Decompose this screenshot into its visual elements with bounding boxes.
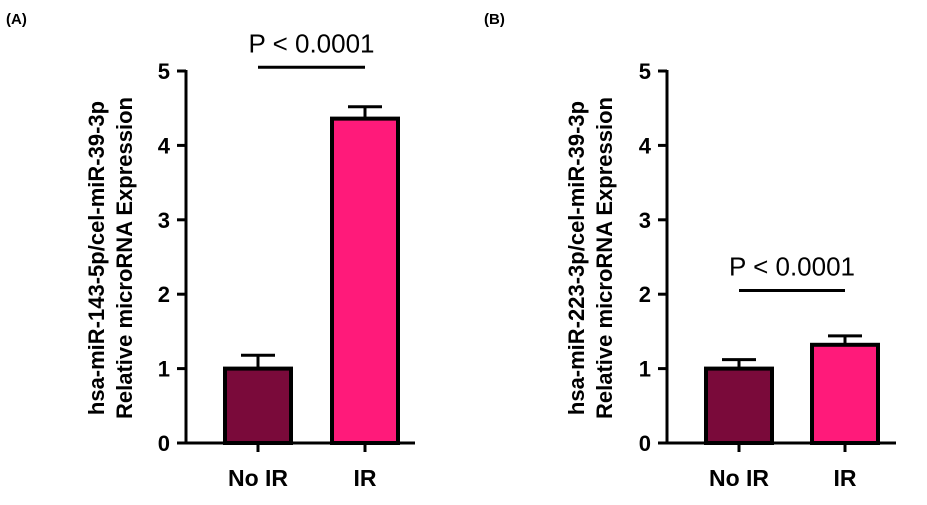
panel-a-label: (A) — [6, 11, 27, 28]
panel-a-y-tick-label-5: 5 — [158, 59, 170, 84]
panel-b-p-value-label: P < 0.0001 — [729, 251, 855, 281]
panel-b-y-tick-label-4: 4 — [639, 133, 652, 158]
panel-b-y-axis-title-line-1: hsa-miR-223-3p/cel-miR-39-3p — [564, 101, 589, 415]
panel-a-p-value-label: P < 0.0001 — [248, 28, 374, 58]
panel-a-y-tick-label-1: 1 — [158, 357, 170, 382]
panel-b-y-tick-label-0: 0 — [639, 431, 651, 456]
panel-a: (A) hsa-miR-143-5p/cel-miR-39-3p Relativ… — [6, 11, 415, 491]
panel-b-bar-1 — [810, 342, 880, 445]
panel-b-y-axis-title: hsa-miR-223-3p/cel-miR-39-3p Relative mi… — [564, 97, 617, 419]
panel-b-plot-area: 0 1 2 3 4 5 No IR IR P < 0.0001 — [639, 59, 896, 491]
panel-a-y-tick-label-4: 4 — [158, 133, 171, 158]
panel-b-x-tick-label-1: IR — [834, 465, 857, 491]
panel-a-y-tick-label-3: 3 — [158, 208, 170, 233]
panel-a-y-axis-title: hsa-miR-143-5p/cel-miR-39-3p Relative mi… — [84, 97, 137, 419]
panel-b-y-tick-label-2: 2 — [639, 282, 651, 307]
panel-a-y-axis-title-line-2: Relative microRNA Expression — [112, 97, 137, 419]
panel-a-bar-0 — [223, 366, 293, 446]
panel-a-y-tick-label-0: 0 — [158, 431, 170, 456]
panel-a-x-tick-label-1: IR — [354, 465, 377, 491]
panel-b: (B) hsa-miR-223-3p/cel-miR-39-3p Relativ… — [484, 11, 896, 491]
panel-b-y-axis-title-line-2: Relative microRNA Expression — [592, 97, 617, 419]
panel-b-y-tick-label-5: 5 — [639, 59, 651, 84]
panel-b-x-tick-label-0: No IR — [709, 465, 769, 491]
panel-a-bar-1 — [330, 116, 400, 445]
panel-b-bar-0 — [704, 366, 774, 446]
panel-b-label: (B) — [484, 11, 505, 28]
panel-a-plot-area: 0 1 2 3 4 5 No IR IR P < 0.0001 — [158, 28, 415, 491]
panel-a-x-tick-label-0: No IR — [228, 465, 288, 491]
panel-b-y-tick-label-1: 1 — [639, 357, 651, 382]
panel-a-y-axis-title-line-1: hsa-miR-143-5p/cel-miR-39-3p — [84, 101, 109, 415]
panel-b-y-tick-label-3: 3 — [639, 208, 651, 233]
panel-a-y-tick-label-2: 2 — [158, 282, 170, 307]
